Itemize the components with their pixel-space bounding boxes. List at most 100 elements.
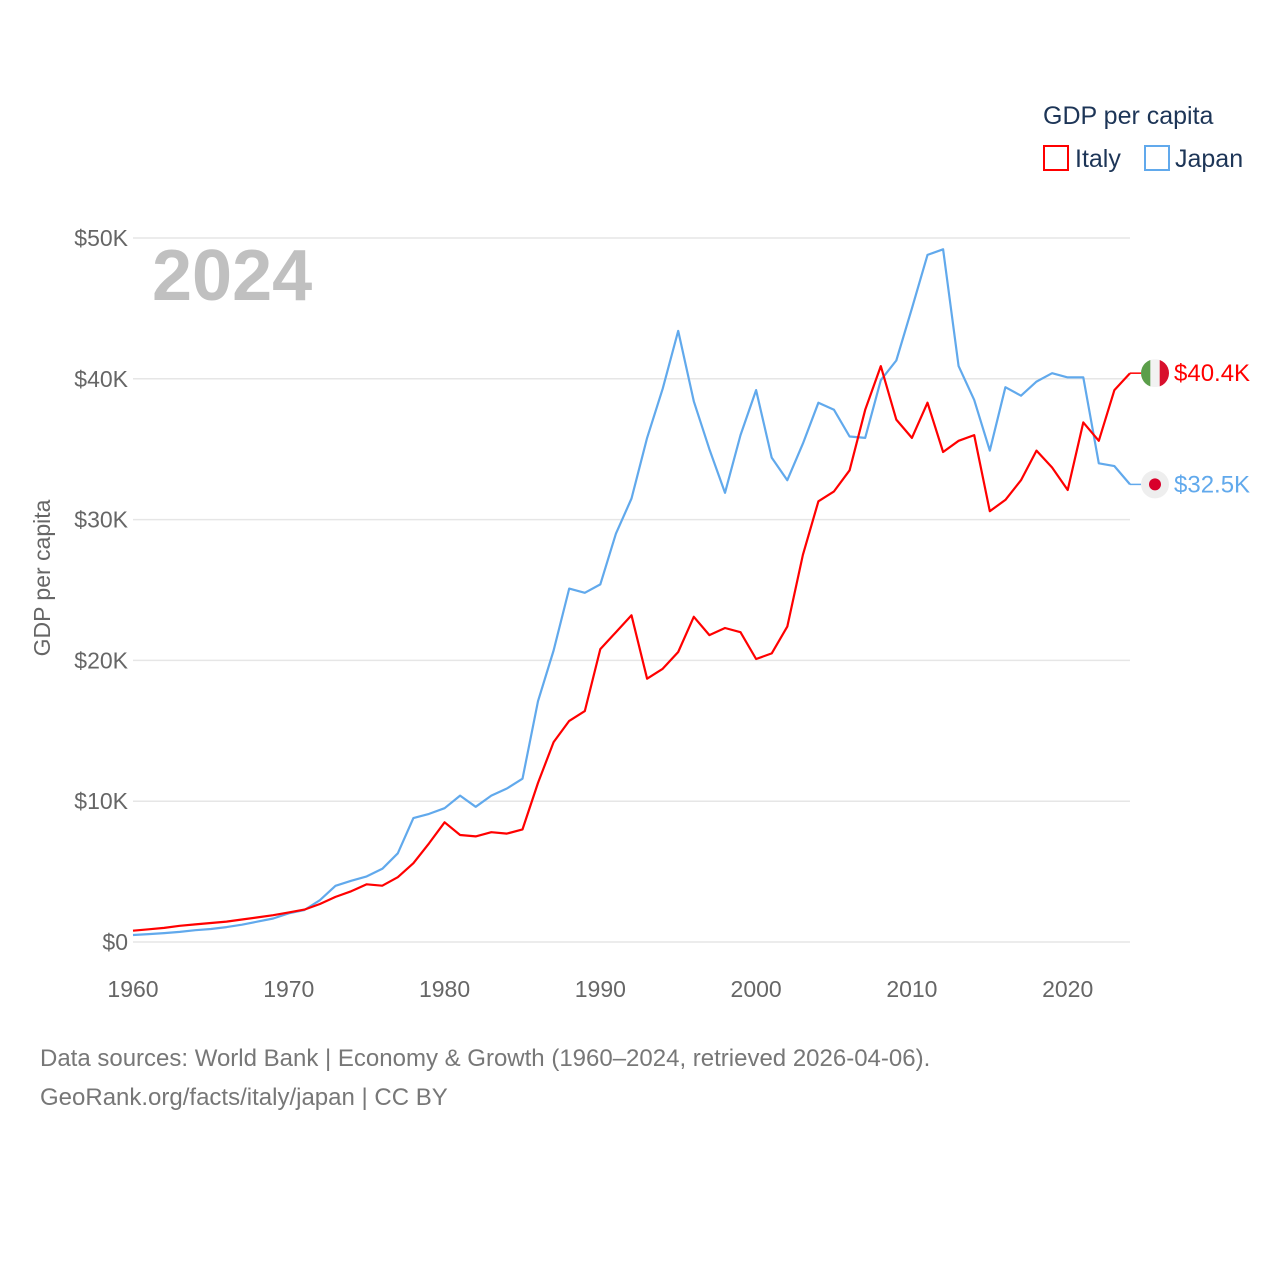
data-point-italy[interactable]	[862, 407, 868, 413]
data-point-japan[interactable]	[488, 793, 494, 799]
data-point-japan[interactable]	[1111, 463, 1117, 469]
data-point-italy[interactable]	[379, 883, 385, 889]
data-point-italy[interactable]	[442, 819, 448, 825]
data-point-japan[interactable]	[847, 434, 853, 440]
data-point-japan[interactable]	[1002, 384, 1008, 390]
data-point-italy[interactable]	[878, 363, 884, 369]
data-point-italy[interactable]	[457, 832, 463, 838]
data-point-italy[interactable]	[286, 909, 292, 915]
data-point-italy[interactable]	[831, 488, 837, 494]
data-point-italy[interactable]	[395, 874, 401, 880]
data-point-italy[interactable]	[1018, 477, 1024, 483]
data-point-italy[interactable]	[644, 676, 650, 682]
data-point-japan[interactable]	[862, 435, 868, 441]
data-point-italy[interactable]	[1049, 465, 1055, 471]
data-point-japan[interactable]	[753, 387, 759, 393]
data-point-italy[interactable]	[333, 894, 339, 900]
data-point-italy[interactable]	[504, 831, 510, 837]
data-point-italy[interactable]	[1002, 497, 1008, 503]
data-point-italy[interactable]	[769, 650, 775, 656]
data-point-italy[interactable]	[239, 916, 245, 922]
data-point-italy[interactable]	[613, 629, 619, 635]
data-point-japan[interactable]	[504, 786, 510, 792]
data-point-japan[interactable]	[1096, 460, 1102, 466]
data-point-japan[interactable]	[473, 804, 479, 810]
data-point-italy[interactable]	[566, 718, 572, 724]
data-point-italy[interactable]	[364, 881, 370, 887]
data-point-japan[interactable]	[831, 407, 837, 413]
data-point-italy[interactable]	[691, 614, 697, 620]
data-point-japan[interactable]	[1034, 379, 1040, 385]
data-point-japan[interactable]	[956, 363, 962, 369]
data-point-italy[interactable]	[753, 656, 759, 662]
data-point-japan[interactable]	[706, 446, 712, 452]
data-point-japan[interactable]	[239, 922, 245, 928]
data-point-italy[interactable]	[660, 666, 666, 672]
data-point-italy[interactable]	[924, 400, 930, 406]
data-point-japan[interactable]	[784, 477, 790, 483]
data-point-japan[interactable]	[691, 398, 697, 404]
data-point-japan[interactable]	[551, 648, 557, 654]
data-point-italy[interactable]	[519, 826, 525, 832]
data-point-japan[interactable]	[208, 926, 214, 932]
data-point-japan[interactable]	[1018, 393, 1024, 399]
data-point-italy[interactable]	[270, 912, 276, 918]
data-point-italy[interactable]	[675, 649, 681, 655]
data-point-italy[interactable]	[208, 920, 214, 926]
data-point-japan[interactable]	[457, 793, 463, 799]
data-point-italy[interactable]	[161, 925, 167, 931]
data-point-italy[interactable]	[1080, 419, 1086, 425]
data-point-italy[interactable]	[971, 432, 977, 438]
data-point-italy[interactable]	[1065, 487, 1071, 493]
data-point-italy[interactable]	[1111, 387, 1117, 393]
data-point-italy[interactable]	[223, 919, 229, 925]
data-point-italy[interactable]	[488, 829, 494, 835]
data-point-italy[interactable]	[784, 624, 790, 630]
data-point-italy[interactable]	[582, 708, 588, 714]
data-point-japan[interactable]	[1065, 374, 1071, 380]
data-point-italy[interactable]	[130, 928, 136, 934]
data-point-italy[interactable]	[847, 467, 853, 473]
data-point-italy[interactable]	[146, 926, 152, 932]
data-point-italy[interactable]	[426, 840, 432, 846]
data-point-japan[interactable]	[675, 328, 681, 334]
data-point-italy[interactable]	[956, 438, 962, 444]
data-point-japan[interactable]	[535, 698, 541, 704]
data-point-japan[interactable]	[192, 927, 198, 933]
data-point-italy[interactable]	[940, 449, 946, 455]
footer-link[interactable]: GeoRank.org/facts/italy/japan | CC BY	[40, 1084, 448, 1111]
data-point-italy[interactable]	[738, 629, 744, 635]
data-point-italy[interactable]	[1096, 438, 1102, 444]
data-point-japan[interactable]	[893, 357, 899, 363]
data-point-japan[interactable]	[769, 455, 775, 461]
data-point-japan[interactable]	[364, 873, 370, 879]
data-point-italy[interactable]	[722, 625, 728, 631]
data-point-italy[interactable]	[348, 888, 354, 894]
data-point-italy[interactable]	[800, 552, 806, 558]
legend-item-japan[interactable]: Japan	[1144, 145, 1243, 173]
data-point-italy[interactable]	[192, 921, 198, 927]
data-point-italy[interactable]	[473, 833, 479, 839]
data-point-japan[interactable]	[582, 590, 588, 596]
data-point-japan[interactable]	[800, 441, 806, 447]
data-point-japan[interactable]	[815, 400, 821, 406]
data-point-italy[interactable]	[815, 498, 821, 504]
data-point-japan[interactable]	[395, 850, 401, 856]
data-point-japan[interactable]	[1049, 370, 1055, 376]
data-point-japan[interactable]	[161, 930, 167, 936]
data-point-italy[interactable]	[551, 739, 557, 745]
data-point-japan[interactable]	[660, 386, 666, 392]
data-point-japan[interactable]	[722, 490, 728, 496]
data-point-japan[interactable]	[410, 815, 416, 821]
data-point-italy[interactable]	[317, 901, 323, 907]
legend-item-italy[interactable]: Italy	[1043, 145, 1121, 173]
data-point-japan[interactable]	[348, 878, 354, 884]
data-point-italy[interactable]	[706, 632, 712, 638]
data-point-japan[interactable]	[987, 448, 993, 454]
data-point-japan[interactable]	[379, 866, 385, 872]
data-point-japan[interactable]	[738, 432, 744, 438]
data-point-japan[interactable]	[566, 586, 572, 592]
data-point-japan[interactable]	[426, 811, 432, 817]
data-point-japan[interactable]	[177, 929, 183, 935]
data-point-japan[interactable]	[629, 495, 635, 501]
